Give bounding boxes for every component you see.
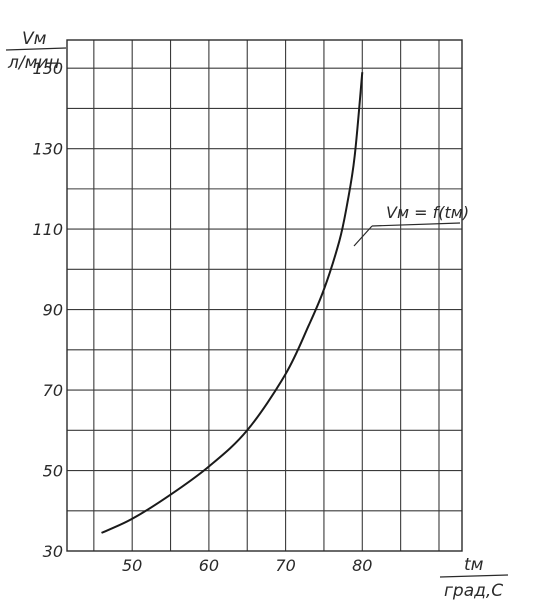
y-tick-label: 50 (43, 462, 63, 481)
x-tick-label: 60 (199, 556, 219, 575)
x-axis-label-rule (439, 574, 509, 578)
y-tick-label: 90 (43, 301, 63, 320)
x-tick-label: 70 (275, 556, 295, 575)
y-tick-label: 150 (32, 59, 63, 78)
plot-frame (66, 39, 463, 552)
x-tick-label: 80 (352, 556, 372, 575)
curve-annotation-rule (371, 222, 461, 227)
curve-annotation-leader (353, 225, 373, 247)
y-tick-label: 110 (32, 220, 63, 239)
tick-labels: 30 50 70 90 110 130 150 50 60 70 80 (32, 59, 372, 575)
y-tick-label: 70 (43, 381, 63, 400)
x-axis-label-top: tм (464, 555, 484, 575)
series-layer (101, 72, 364, 534)
curve-annotation: Vм = f(tм) (386, 203, 469, 222)
y-tick-label: 130 (32, 140, 63, 159)
grid (66, 39, 463, 552)
y-axis-label-top: Vм (22, 29, 47, 49)
y-tick-label: 30 (43, 542, 63, 561)
x-axis-label-bottom: град,С (444, 581, 503, 601)
series-line (101, 72, 364, 534)
y-axis-label-rule (5, 47, 67, 51)
y-axis-label-bottom: л/мин (7, 53, 60, 73)
x-tick-label: 50 (122, 556, 142, 575)
